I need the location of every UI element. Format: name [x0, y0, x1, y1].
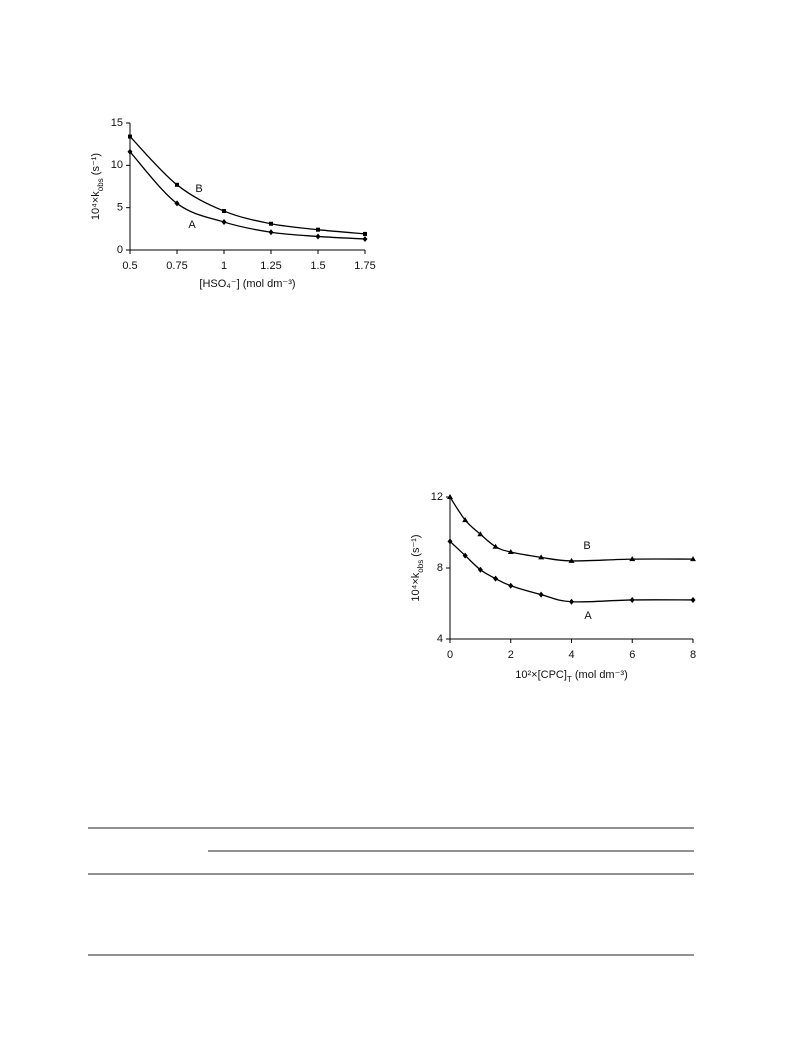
x-tick-label: 1: [221, 260, 227, 272]
marker: [492, 543, 499, 549]
marker: [690, 596, 696, 603]
y-axis-label-main: 10⁴×k: [90, 191, 102, 220]
marker: [690, 556, 696, 562]
marker: [175, 182, 179, 187]
marker: [363, 231, 367, 236]
marker: [315, 233, 321, 240]
marker: [569, 598, 574, 605]
x-axis-label: [HSO₄⁻] (mol dm⁻³): [199, 278, 295, 290]
marker: [462, 552, 468, 559]
y-axis-label: 10⁴×kobs (s⁻¹): [90, 153, 105, 220]
series-line: [449, 496, 694, 562]
y-tick-label: 0: [117, 244, 123, 256]
marker: [462, 517, 469, 523]
marker: [629, 596, 635, 603]
series-label: A: [188, 219, 196, 231]
marker: [128, 134, 132, 139]
marker: [538, 591, 544, 598]
marker: [493, 575, 499, 582]
x-axis-label-main: 10²×[CPC]: [515, 669, 567, 681]
y-axis-label-tail: (s⁻¹): [410, 534, 422, 559]
series-label: B: [195, 183, 202, 195]
series-line: [129, 151, 366, 240]
marker: [174, 200, 180, 207]
series-label: B: [583, 540, 590, 552]
marker: [447, 538, 453, 545]
y-tick-label: 12: [431, 491, 443, 503]
series-line: [449, 540, 694, 603]
series-line: [129, 136, 366, 235]
marker: [477, 531, 484, 537]
marker: [269, 221, 273, 226]
series-label: A: [584, 610, 592, 622]
marker: [447, 494, 453, 499]
y-tick-label: 15: [111, 117, 123, 129]
marker: [508, 582, 514, 589]
marker: [538, 554, 545, 560]
x-tick-label: 0.75: [166, 260, 187, 272]
y-tick-label: 5: [117, 202, 123, 214]
marker: [316, 227, 320, 232]
marker: [127, 148, 133, 155]
marker: [268, 229, 274, 236]
x-tick-label: 1.5: [310, 260, 325, 272]
x-axis-label-sub: T: [567, 675, 572, 684]
x-tick-label: 1.75: [354, 260, 375, 272]
marker: [507, 549, 514, 555]
y-tick-label: 4: [437, 633, 443, 645]
x-tick-label: 0: [447, 649, 453, 661]
marker: [568, 557, 575, 563]
y-axis-label-tail: (s⁻¹): [90, 153, 102, 178]
marker: [362, 235, 368, 242]
x-tick-label: 1.25: [260, 260, 281, 272]
marker: [222, 209, 226, 214]
y-axis-label-main: 10⁴×k: [410, 572, 422, 601]
y-axis-label: 10⁴×kobs (s⁻¹): [410, 534, 425, 601]
x-axis-label-tail: (mol dm⁻³): [572, 669, 628, 681]
x-tick-label: 0.5: [122, 260, 137, 272]
x-tick-label: 4: [568, 649, 574, 661]
marker: [629, 556, 636, 562]
x-tick-label: 2: [508, 649, 514, 661]
x-axis-label: 10²×[CPC]T (mol dm⁻³): [515, 669, 627, 684]
x-tick-label: 8: [690, 649, 696, 661]
y-tick-label: 8: [437, 562, 443, 574]
y-tick-label: 10: [111, 159, 123, 171]
marker: [221, 219, 227, 226]
y-axis-label-sub: obs: [96, 178, 105, 191]
x-tick-label: 6: [629, 649, 635, 661]
y-axis-label-sub: obs: [416, 560, 425, 573]
marker: [477, 566, 483, 573]
